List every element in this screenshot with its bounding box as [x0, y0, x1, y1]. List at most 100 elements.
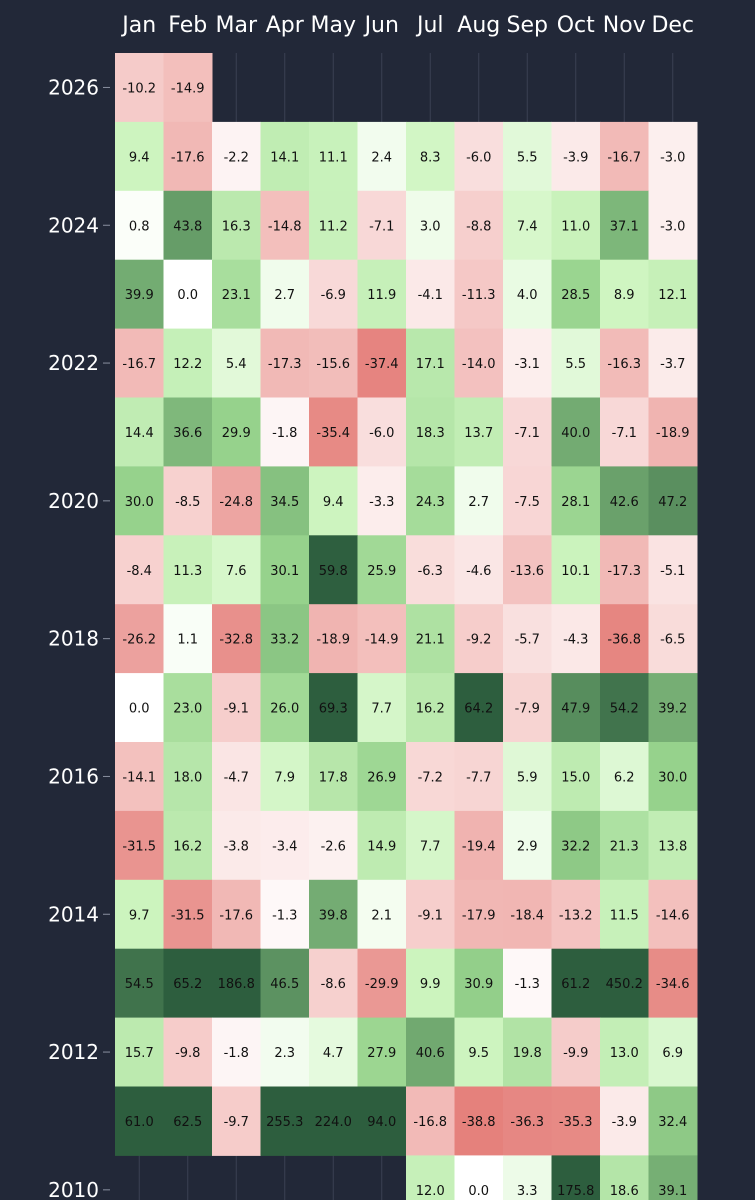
cell-value-2014-sep: -18.4 — [510, 908, 544, 923]
cell-value-2011-sep: -36.3 — [510, 1115, 544, 1130]
cell-value-2021-jul: 18.3 — [416, 426, 445, 441]
cell-value-2015-dec: 13.8 — [658, 839, 687, 854]
cell-value-2024-aug: -8.8 — [466, 219, 491, 234]
heatmap-cell-2024-aug — [454, 190, 504, 261]
cell-value-2013-sep: -1.3 — [515, 977, 540, 992]
heatmap-cell-2012-nov — [600, 1017, 649, 1087]
heatmap-cell-2015-nov — [600, 810, 649, 881]
heatmap-cell-2023-jan — [115, 259, 164, 330]
cell-value-2013-feb: 65.2 — [173, 977, 202, 992]
cell-value-2011-aug: -38.8 — [462, 1115, 496, 1130]
heatmap-cell-2026-feb — [163, 53, 213, 123]
cell-value-2011-feb: 62.5 — [173, 1115, 202, 1130]
heatmap-cell-2015-jan — [115, 810, 164, 881]
heatmap-cell-2019-may — [309, 535, 358, 605]
heatmap-cell-2015-feb — [163, 810, 213, 881]
heatmap-cell-2014-nov — [600, 879, 649, 950]
cell-value-2020-mar: -24.8 — [219, 495, 253, 510]
month-label-feb: Feb — [168, 13, 207, 38]
month-label-jan: Jan — [120, 13, 156, 38]
cell-value-2012-mar: -1.8 — [224, 1046, 249, 1061]
heatmap-cell-2013-sep — [503, 948, 552, 1019]
heatmap-cell-2025-feb — [163, 121, 213, 192]
heatmap-cell-2025-may — [309, 121, 358, 192]
heatmap-cell-2019-jun — [357, 535, 407, 605]
heatmap-cell-2018-nov — [600, 604, 649, 674]
cell-value-2014-jul: -9.1 — [418, 908, 443, 923]
heatmap-cell-2020-mar — [212, 466, 261, 536]
cell-value-2021-sep: -7.1 — [515, 426, 540, 441]
cell-value-2015-jul: 7.7 — [420, 839, 441, 854]
heatmap-cell-2020-sep — [503, 466, 552, 536]
cell-value-2017-oct: 47.9 — [561, 702, 590, 717]
cell-value-2016-oct: 15.0 — [561, 770, 590, 785]
cell-value-2019-apr: 30.1 — [270, 564, 299, 579]
cell-value-2016-sep: 5.9 — [517, 770, 538, 785]
cell-value-2016-feb: 18.0 — [173, 770, 202, 785]
heatmap-cell-2021-feb — [163, 397, 213, 467]
cell-value-2013-aug: 30.9 — [464, 977, 493, 992]
heatmap-cell-2025-sep — [503, 121, 552, 192]
cell-value-2019-jan: -8.4 — [127, 564, 152, 579]
heatmap-cell-2014-apr — [260, 879, 310, 950]
cell-value-2016-dec: 30.0 — [658, 770, 687, 785]
heatmap-cell-2019-jan — [115, 535, 164, 605]
cell-value-2011-jun: 94.0 — [367, 1115, 396, 1130]
cell-value-2024-oct: 11.0 — [561, 219, 590, 234]
cell-value-2015-jun: 14.9 — [367, 839, 396, 854]
heatmap-cell-2011-may — [309, 1086, 358, 1156]
cell-value-2012-dec: 6.9 — [662, 1046, 683, 1061]
heatmap-cell-2013-feb — [163, 948, 213, 1019]
heatmap-cell-2011-oct — [551, 1086, 601, 1156]
heatmap-cell-2023-apr — [260, 259, 310, 330]
heatmap-cell-2018-dec — [648, 604, 698, 674]
heatmap-cell-2023-mar — [212, 259, 261, 330]
cell-value-2011-may: 224.0 — [315, 1115, 352, 1130]
cell-value-2025-nov: -16.7 — [607, 150, 641, 165]
heatmap-cell-2015-dec — [648, 810, 698, 881]
cell-value-2015-mar: -3.8 — [224, 839, 249, 854]
heatmap-cell-2017-oct — [551, 673, 601, 743]
cell-value-2017-sep: -7.9 — [515, 702, 540, 717]
heatmap-cell-2016-aug — [454, 742, 504, 812]
cell-value-2012-oct: -9.9 — [563, 1046, 588, 1061]
heatmap-cell-2023-dec — [648, 259, 698, 330]
cell-value-2020-jun: -3.3 — [369, 495, 394, 510]
cell-value-2019-jul: -6.3 — [418, 564, 443, 579]
cell-value-2024-dec: -3.0 — [660, 219, 685, 234]
heatmap-cell-2020-aug — [454, 466, 504, 536]
cell-value-2018-feb: 1.1 — [177, 633, 198, 648]
heatmap-cell-2016-nov — [600, 742, 649, 812]
cell-value-2023-oct: 28.5 — [561, 288, 590, 303]
heatmap-cell-2022-sep — [503, 328, 552, 398]
cell-value-2020-nov: 42.6 — [610, 495, 639, 510]
heatmap-cell-2023-jun — [357, 259, 407, 330]
heatmap-cell-2011-sep — [503, 1086, 552, 1156]
heatmap-cell-2011-feb — [163, 1086, 213, 1156]
heatmap-cell-2011-jan — [115, 1086, 164, 1156]
heatmap-cell-2018-jul — [406, 604, 455, 674]
month-label-jul: Jul — [415, 13, 444, 38]
heatmap-cell-2011-aug — [454, 1086, 504, 1156]
cell-value-2025-may: 11.1 — [319, 150, 348, 165]
heatmap-cell-2013-may — [309, 948, 358, 1019]
heatmap-cell-2011-dec — [648, 1086, 698, 1156]
heatmap-cell-2025-aug — [454, 121, 504, 192]
cell-value-2021-feb: 36.6 — [173, 426, 202, 441]
cell-value-2010-aug: 0.0 — [468, 1184, 489, 1199]
heatmap-cell-2012-jul — [406, 1017, 455, 1087]
heatmap-cell-2018-may — [309, 604, 358, 674]
heatmap-cell-2014-oct — [551, 879, 601, 950]
heatmap-cell-2015-jul — [406, 810, 455, 881]
heatmap-cell-2017-apr — [260, 673, 310, 743]
heatmap-cell-2018-apr — [260, 604, 310, 674]
heatmap-cell-2011-nov — [600, 1086, 649, 1156]
heatmap-cell-2012-jun — [357, 1017, 407, 1087]
heatmap-cell-2014-sep — [503, 879, 552, 950]
heatmap-cell-2021-mar — [212, 397, 261, 467]
cell-value-2013-dec: -34.6 — [656, 977, 690, 992]
heatmap-cell-2025-oct — [551, 121, 601, 192]
heatmap-cell-2025-dec — [648, 121, 698, 192]
cell-value-2020-dec: 47.2 — [658, 495, 687, 510]
heatmap-cell-2024-jul — [406, 190, 455, 261]
